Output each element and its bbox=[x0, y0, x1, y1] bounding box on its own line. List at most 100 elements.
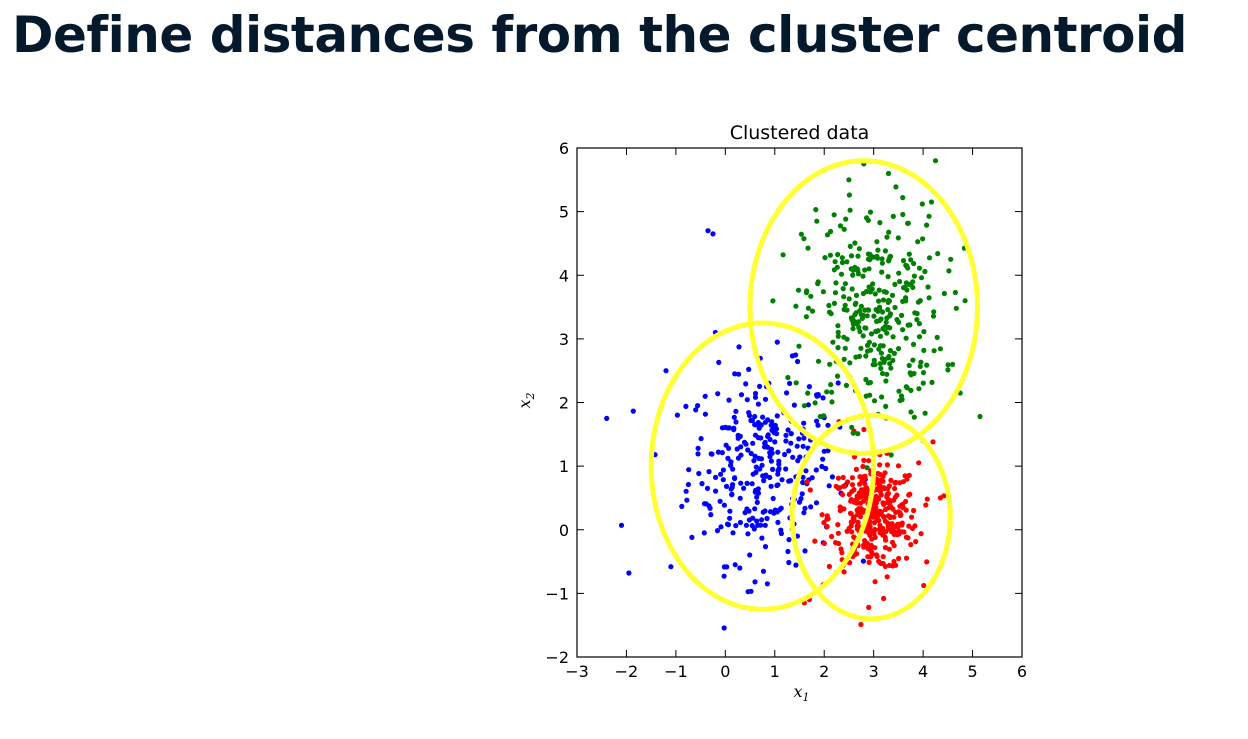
data-point bbox=[863, 393, 869, 399]
data-point bbox=[911, 507, 917, 514]
data-point bbox=[920, 380, 926, 386]
data-point bbox=[907, 370, 913, 376]
data-point bbox=[751, 458, 757, 464]
data-point bbox=[799, 491, 805, 497]
data-point bbox=[817, 413, 823, 420]
data-point bbox=[869, 549, 875, 556]
data-point bbox=[771, 510, 777, 516]
data-point bbox=[911, 260, 917, 267]
data-point bbox=[851, 454, 858, 460]
data-point bbox=[720, 467, 727, 473]
data-point bbox=[903, 555, 910, 561]
data-point bbox=[786, 559, 792, 566]
data-point bbox=[784, 390, 790, 396]
data-point bbox=[775, 471, 781, 477]
data-point bbox=[786, 448, 792, 454]
data-point bbox=[770, 298, 776, 304]
circles-layer bbox=[648, 158, 980, 622]
data-point bbox=[871, 313, 877, 319]
data-point bbox=[853, 292, 860, 298]
data-point bbox=[803, 314, 810, 320]
y-tick-label: −1 bbox=[545, 584, 569, 603]
data-point bbox=[900, 195, 906, 201]
data-point bbox=[941, 290, 948, 297]
data-point bbox=[775, 482, 781, 488]
x-tick-label: −1 bbox=[664, 662, 688, 681]
data-point bbox=[865, 251, 872, 257]
data-point bbox=[731, 427, 737, 433]
data-point bbox=[873, 328, 879, 334]
data-point bbox=[896, 270, 902, 276]
data-point bbox=[801, 435, 807, 441]
x-tick-label: −3 bbox=[565, 662, 589, 681]
series-2 bbox=[770, 158, 983, 471]
data-point bbox=[915, 239, 921, 245]
data-point bbox=[813, 500, 820, 506]
data-point bbox=[758, 522, 764, 528]
data-point bbox=[880, 326, 886, 332]
data-point bbox=[900, 479, 907, 485]
data-point bbox=[839, 255, 845, 261]
data-point bbox=[768, 422, 774, 428]
data-point bbox=[863, 376, 869, 383]
data-point bbox=[868, 331, 875, 337]
data-point bbox=[879, 260, 886, 266]
data-point bbox=[747, 552, 753, 558]
data-point bbox=[948, 256, 954, 262]
data-point bbox=[891, 350, 898, 356]
data-point bbox=[630, 408, 636, 414]
data-point bbox=[721, 573, 727, 579]
data-point bbox=[905, 220, 911, 226]
data-point bbox=[916, 386, 922, 392]
data-point bbox=[855, 431, 861, 437]
data-point bbox=[866, 604, 872, 611]
data-point bbox=[896, 319, 902, 325]
data-point bbox=[815, 422, 821, 428]
data-point bbox=[790, 454, 796, 460]
data-point bbox=[883, 319, 889, 325]
data-point bbox=[891, 523, 897, 530]
data-point bbox=[797, 454, 803, 460]
data-point bbox=[840, 286, 846, 292]
x-tick-label: 3 bbox=[869, 662, 879, 681]
data-point bbox=[882, 545, 889, 551]
data-point bbox=[882, 470, 888, 476]
data-point bbox=[875, 470, 881, 477]
data-point bbox=[855, 271, 862, 277]
data-point bbox=[848, 497, 855, 503]
data-point bbox=[889, 529, 895, 535]
data-point bbox=[805, 245, 811, 251]
data-point bbox=[793, 562, 799, 568]
data-point bbox=[877, 220, 883, 226]
data-point bbox=[908, 387, 914, 393]
data-point bbox=[872, 291, 878, 297]
data-point bbox=[725, 522, 732, 528]
data-point bbox=[878, 365, 884, 371]
data-point bbox=[839, 550, 845, 556]
data-point bbox=[696, 470, 702, 477]
data-point bbox=[895, 463, 902, 469]
data-point bbox=[892, 485, 898, 492]
data-point bbox=[749, 417, 756, 423]
data-point bbox=[727, 508, 733, 514]
x-axis-label: x1 bbox=[794, 682, 810, 704]
data-point bbox=[793, 352, 799, 358]
data-point bbox=[896, 388, 902, 394]
data-point bbox=[899, 312, 905, 318]
data-point bbox=[922, 268, 928, 275]
data-point bbox=[794, 443, 800, 449]
data-point bbox=[926, 213, 932, 219]
data-point bbox=[884, 371, 890, 377]
data-point bbox=[808, 504, 814, 510]
data-point bbox=[884, 491, 890, 497]
data-point bbox=[814, 218, 820, 224]
data-point bbox=[862, 307, 868, 313]
y-tick-label: 2 bbox=[559, 394, 569, 413]
data-point bbox=[863, 288, 870, 295]
data-point bbox=[923, 502, 929, 508]
data-point bbox=[892, 281, 898, 287]
data-point bbox=[893, 509, 899, 515]
data-point bbox=[862, 267, 868, 273]
data-point bbox=[674, 412, 681, 418]
data-point bbox=[834, 264, 840, 270]
